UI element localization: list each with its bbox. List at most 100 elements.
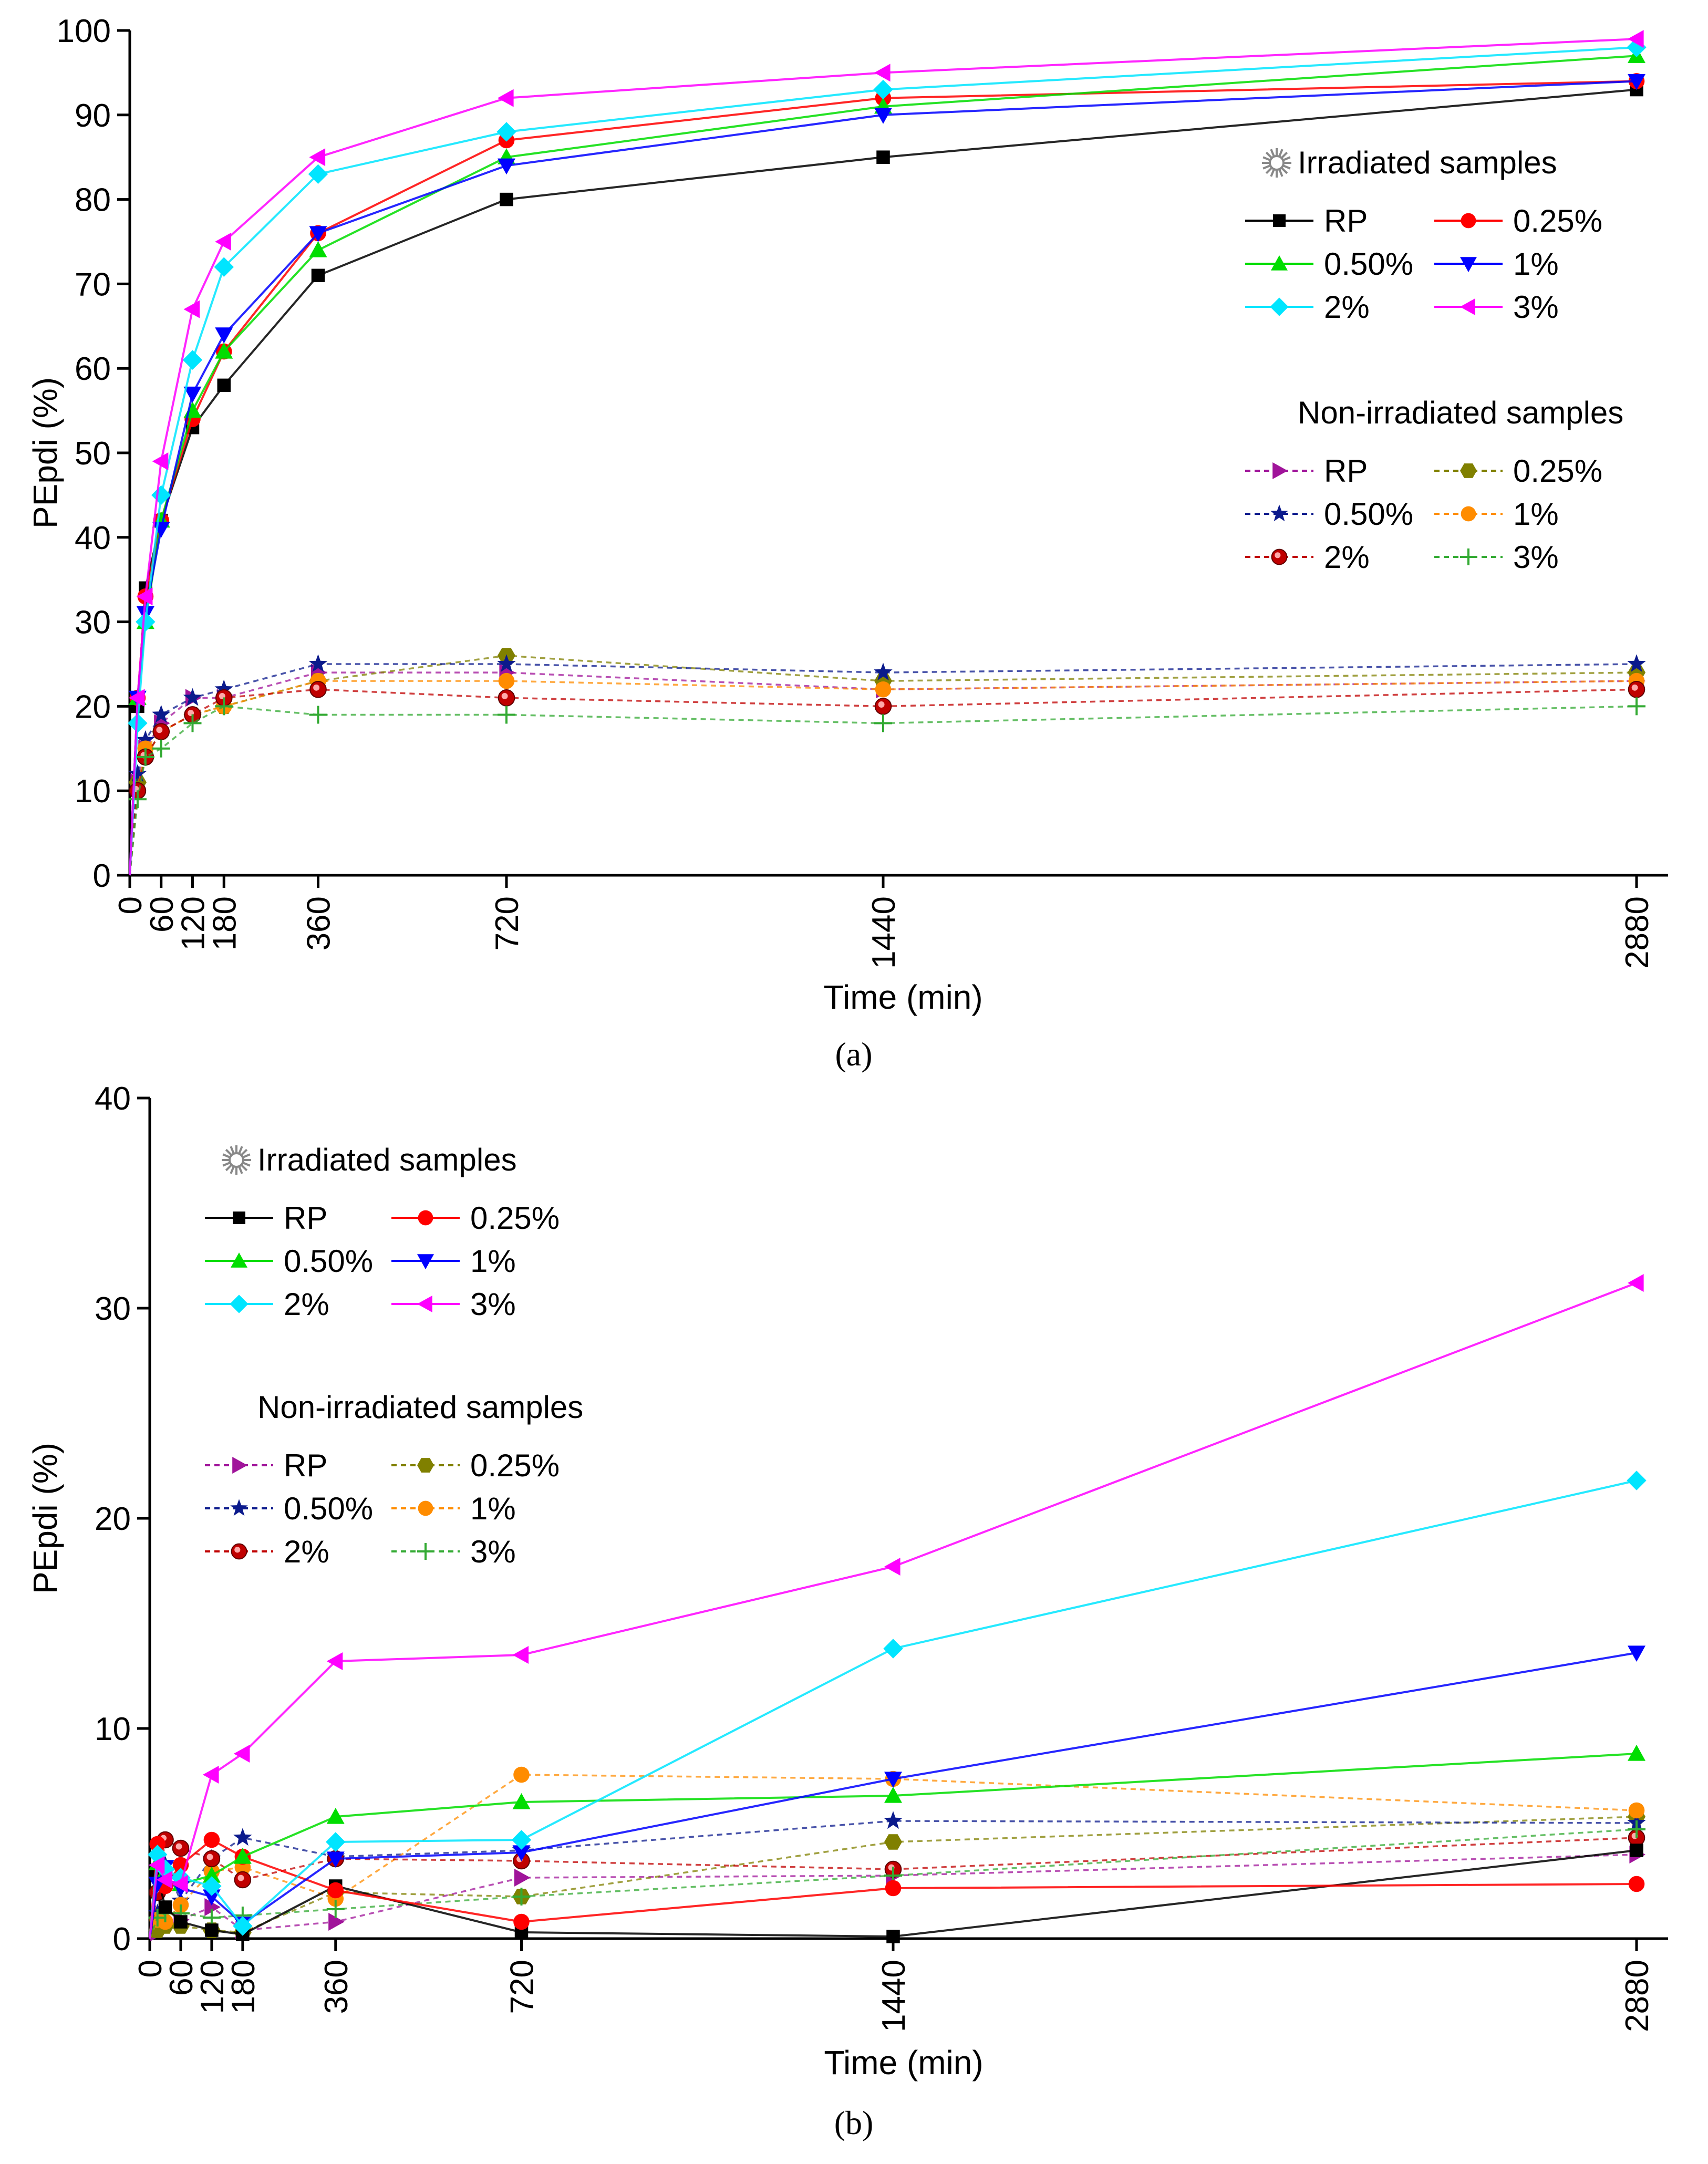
legend-marker xyxy=(230,1499,248,1516)
data-point xyxy=(326,1900,345,1918)
sun-ray xyxy=(222,1162,230,1167)
x-tick-label: 0 xyxy=(112,896,149,914)
series-line xyxy=(129,88,1637,876)
sun-core xyxy=(229,1152,244,1168)
series-line xyxy=(129,38,1637,876)
sun-ray xyxy=(241,1148,248,1156)
legend-marker xyxy=(417,1296,432,1312)
data-point xyxy=(136,587,153,606)
data-point xyxy=(156,1871,173,1889)
data-point-highlight xyxy=(313,684,320,691)
data-point xyxy=(883,1639,903,1659)
data-point-highlight xyxy=(206,1854,213,1860)
series-group-a xyxy=(128,30,1647,876)
sun-ray xyxy=(243,1153,251,1158)
x-axis-label: Time (min) xyxy=(824,2044,983,2082)
data-point xyxy=(148,1856,165,1874)
data-point xyxy=(1628,1645,1645,1662)
data-point xyxy=(1628,1820,1645,1838)
sun-ray xyxy=(1270,149,1275,157)
legend-marker xyxy=(1461,506,1476,522)
legend-item: 0.25% xyxy=(1434,453,1602,489)
data-point xyxy=(498,89,514,107)
data-point xyxy=(309,148,326,167)
data-point xyxy=(514,1869,531,1887)
x-tick-label: 180 xyxy=(225,1960,262,2014)
y-tick-label: 10 xyxy=(95,1711,131,1747)
series-line xyxy=(149,1774,1637,1939)
data-point xyxy=(215,233,231,251)
y-tick-label: 10 xyxy=(75,773,111,810)
y-tick-label: 70 xyxy=(75,266,111,303)
legend-group-title: Non-irradiated samples xyxy=(257,1390,583,1425)
data-point xyxy=(128,790,147,809)
data-point xyxy=(308,164,328,184)
data-point xyxy=(128,713,148,733)
data-point xyxy=(326,1851,345,1868)
legend-item: RP xyxy=(205,1200,327,1236)
data-point xyxy=(512,1845,531,1861)
y-tick-label: 40 xyxy=(95,1081,131,1117)
series-irradiated-0-25pct xyxy=(129,73,1645,876)
data-point xyxy=(1628,74,1645,90)
legend-marker xyxy=(1460,548,1477,565)
x-tick-label: 180 xyxy=(206,896,243,950)
data-point xyxy=(204,1898,221,1916)
sun-ray xyxy=(1278,169,1283,177)
legend-marker xyxy=(418,1500,433,1516)
sun-ray xyxy=(225,1148,232,1156)
series-non-irradiated-0-50pct xyxy=(128,654,1646,876)
data-point xyxy=(874,714,892,732)
legend-marker-highlight xyxy=(234,1547,241,1553)
data-point xyxy=(233,1848,252,1864)
data-point xyxy=(205,1923,219,1937)
series-line xyxy=(129,46,1637,876)
sun-ray xyxy=(1283,164,1291,170)
data-point xyxy=(136,730,155,748)
data-point xyxy=(885,1880,902,1897)
data-point xyxy=(498,706,515,724)
sun-ray xyxy=(238,1146,243,1154)
y-tick-label: 40 xyxy=(75,520,111,556)
sun-ray xyxy=(230,1166,235,1174)
series-irradiated-3pct xyxy=(128,30,1644,876)
data-point xyxy=(233,1745,250,1763)
x-tick-label: 60 xyxy=(144,896,180,933)
data-point xyxy=(1628,1876,1645,1892)
legend-marker xyxy=(417,1543,434,1560)
legend-label: RP xyxy=(284,1200,327,1236)
data-point xyxy=(496,122,516,142)
legend-label: 0.50% xyxy=(1324,496,1413,532)
data-point xyxy=(149,1836,166,1852)
data-point-highlight xyxy=(1631,684,1638,691)
data-point xyxy=(875,681,892,698)
legend-marker xyxy=(1272,462,1288,479)
series-irradiated-2pct xyxy=(128,37,1647,876)
legend-marker xyxy=(1273,214,1286,227)
legend-marker xyxy=(1461,213,1476,229)
x-tick-label: 0 xyxy=(132,1960,169,1977)
data-point-highlight xyxy=(878,701,885,708)
legend-label: RP xyxy=(284,1448,327,1483)
data-point xyxy=(152,739,170,758)
legend-label: 0.25% xyxy=(1513,453,1602,489)
data-point xyxy=(128,764,147,782)
data-point xyxy=(183,386,202,403)
data-point xyxy=(215,343,233,359)
sun-ray xyxy=(230,1146,235,1154)
data-point xyxy=(498,158,515,175)
series-irradiated-3pct xyxy=(148,1274,1644,1939)
legend-item: RP xyxy=(205,1448,327,1483)
data-point xyxy=(182,350,203,370)
moon-icon xyxy=(1268,399,1282,427)
data-point xyxy=(202,1867,221,1883)
legend-label: 2% xyxy=(284,1534,329,1569)
legend-group-title: Irradiated samples xyxy=(257,1142,517,1177)
legend-item: 3% xyxy=(1434,540,1559,575)
legend-marker xyxy=(1270,504,1288,522)
series-line xyxy=(129,671,1637,876)
legend-item: 3% xyxy=(1434,289,1559,325)
series-group-b xyxy=(148,1274,1647,1943)
legend-marker xyxy=(232,1457,247,1474)
legend-marker xyxy=(1460,463,1477,478)
